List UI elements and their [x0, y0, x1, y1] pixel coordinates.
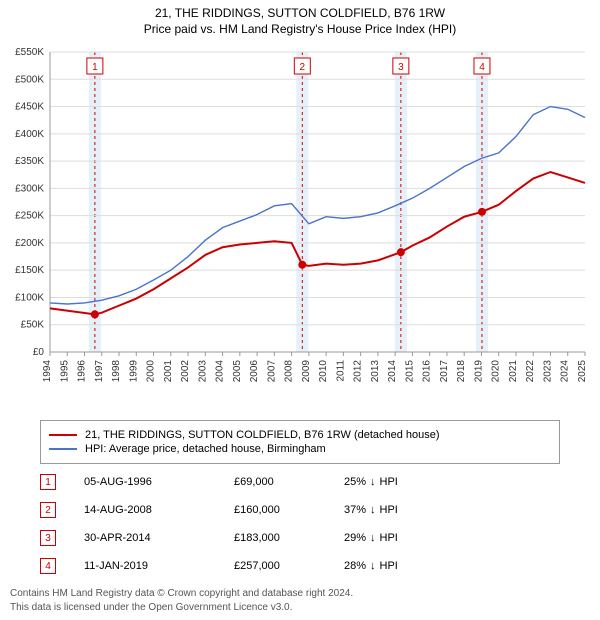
svg-text:2008: 2008	[284, 360, 295, 383]
chart-container: 1 2 3 4 £0 £50K £100K £150K £200K £250K £300K £350K…	[0, 42, 600, 412]
svg-text:£450K: £450K	[15, 102, 44, 113]
svg-text:2024: 2024	[560, 360, 571, 383]
svg-text:2007: 2007	[266, 360, 277, 383]
svg-text:£100K: £100K	[15, 292, 44, 303]
sale-pct-2: 37% ↓ HPI	[344, 504, 398, 516]
hpi-label: HPI	[380, 560, 398, 572]
svg-text:2000: 2000	[146, 360, 157, 383]
sale-price-1: £69,000	[234, 476, 344, 488]
sale-date-2: 14-AUG-2008	[84, 504, 234, 516]
svg-text:2022: 2022	[525, 360, 536, 383]
svg-text:2017: 2017	[439, 360, 450, 383]
svg-text:2006: 2006	[249, 360, 260, 383]
footer-line-2: This data is licensed under the Open Gov…	[10, 601, 590, 615]
sale-badge-2: 2	[40, 502, 56, 518]
down-arrow-icon: ↓	[370, 504, 376, 516]
svg-text:2013: 2013	[370, 360, 381, 383]
svg-text:1995: 1995	[59, 360, 70, 383]
legend-row-price-paid: 21, THE RIDDINGS, SUTTON COLDFIELD, B76 …	[49, 429, 551, 441]
svg-text:2010: 2010	[318, 360, 329, 383]
svg-text:£350K: £350K	[15, 156, 44, 167]
svg-text:£400K: £400K	[15, 129, 44, 140]
svg-text:2012: 2012	[353, 360, 364, 383]
legend-label-1: 21, THE RIDDINGS, SUTTON COLDFIELD, B76 …	[85, 429, 440, 441]
svg-text:£0: £0	[33, 347, 45, 358]
svg-text:1998: 1998	[111, 360, 122, 383]
svg-text:2018: 2018	[456, 360, 467, 383]
sale-price-2: £160,000	[234, 504, 344, 516]
svg-text:£50K: £50K	[21, 320, 45, 331]
footer-line-1: Contains HM Land Registry data © Crown c…	[10, 587, 590, 601]
sale-badge-4: 4	[40, 558, 56, 574]
title-line-1: 21, THE RIDDINGS, SUTTON COLDFIELD, B76 …	[0, 6, 600, 20]
svg-text:2023: 2023	[542, 360, 553, 383]
hpi-label: HPI	[380, 532, 398, 544]
svg-text:4: 4	[479, 62, 485, 73]
svg-text:1: 1	[92, 62, 98, 73]
sales-table: 1 05-AUG-1996 £69,000 25% ↓ HPI 2 14-AUG…	[40, 468, 560, 580]
down-arrow-icon: ↓	[370, 560, 376, 572]
table-row: 3 30-APR-2014 £183,000 29% ↓ HPI	[40, 524, 560, 552]
svg-text:2021: 2021	[508, 360, 519, 383]
svg-text:2003: 2003	[197, 360, 208, 383]
svg-text:1997: 1997	[94, 360, 105, 383]
title-line-2: Price paid vs. HM Land Registry's House …	[0, 22, 600, 36]
svg-text:2019: 2019	[473, 360, 484, 383]
svg-text:2001: 2001	[163, 360, 174, 383]
legend-swatch-2	[49, 448, 77, 450]
svg-text:3: 3	[398, 62, 404, 73]
down-arrow-icon: ↓	[370, 532, 376, 544]
sale-price-4: £257,000	[234, 560, 344, 572]
sale-pct-4: 28% ↓ HPI	[344, 560, 398, 572]
down-arrow-icon: ↓	[370, 476, 376, 488]
svg-text:1994: 1994	[42, 360, 53, 383]
svg-text:1996: 1996	[77, 360, 88, 383]
sale-pct-1: 25% ↓ HPI	[344, 476, 398, 488]
legend-swatch-1	[49, 434, 77, 436]
sale-date-1: 05-AUG-1996	[84, 476, 234, 488]
sale-pct-3: 29% ↓ HPI	[344, 532, 398, 544]
pct-value: 28%	[344, 560, 366, 572]
svg-text:£550K: £550K	[15, 47, 44, 58]
svg-text:£300K: £300K	[15, 183, 44, 194]
svg-text:2020: 2020	[491, 360, 502, 383]
sale-date-4: 11-JAN-2019	[84, 560, 234, 572]
legend-label-2: HPI: Average price, detached house, Birm…	[85, 443, 326, 455]
svg-text:2: 2	[300, 62, 306, 73]
svg-text:£200K: £200K	[15, 238, 44, 249]
svg-text:£150K: £150K	[15, 265, 44, 276]
svg-text:2025: 2025	[577, 360, 588, 383]
table-row: 2 14-AUG-2008 £160,000 37% ↓ HPI	[40, 496, 560, 524]
svg-text:2011: 2011	[335, 360, 346, 382]
legend: 21, THE RIDDINGS, SUTTON COLDFIELD, B76 …	[40, 420, 560, 464]
svg-text:£500K: £500K	[15, 74, 44, 85]
sale-date-3: 30-APR-2014	[84, 532, 234, 544]
price-chart: 1 2 3 4 £0 £50K £100K £150K £200K £250K £300K £350K…	[0, 42, 600, 412]
svg-text:£250K: £250K	[15, 211, 44, 222]
hpi-label: HPI	[380, 504, 398, 516]
sale-badge-3: 3	[40, 530, 56, 546]
legend-row-hpi: HPI: Average price, detached house, Birm…	[49, 443, 551, 455]
hpi-label: HPI	[380, 476, 398, 488]
table-row: 1 05-AUG-1996 £69,000 25% ↓ HPI	[40, 468, 560, 496]
svg-text:2015: 2015	[404, 360, 415, 383]
pct-value: 37%	[344, 504, 366, 516]
footer-attribution: Contains HM Land Registry data © Crown c…	[10, 587, 590, 614]
svg-text:2002: 2002	[180, 360, 191, 383]
svg-text:2004: 2004	[215, 360, 226, 383]
pct-value: 25%	[344, 476, 366, 488]
svg-text:2016: 2016	[422, 360, 433, 383]
svg-text:1999: 1999	[128, 360, 139, 383]
svg-text:2009: 2009	[301, 360, 312, 383]
pct-value: 29%	[344, 532, 366, 544]
svg-text:2005: 2005	[232, 360, 243, 383]
sale-price-3: £183,000	[234, 532, 344, 544]
table-row: 4 11-JAN-2019 £257,000 28% ↓ HPI	[40, 552, 560, 580]
sale-badge-1: 1	[40, 474, 56, 490]
svg-text:2014: 2014	[387, 360, 398, 383]
